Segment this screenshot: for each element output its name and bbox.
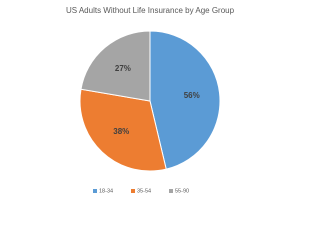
pie-slice <box>79 88 167 172</box>
legend-swatch <box>93 189 97 193</box>
pie-slice <box>80 30 151 102</box>
legend-label: 18-34 <box>99 188 113 194</box>
legend-swatch <box>169 189 173 193</box>
legend-label: 35-54 <box>137 188 151 194</box>
data-label: 56% <box>184 91 200 100</box>
chart: US Adults Without Life Insurance by Age … <box>65 6 235 195</box>
legend-swatch <box>131 189 135 193</box>
legend-label: 55-90 <box>175 188 189 194</box>
pie-slice <box>149 30 221 170</box>
data-label: 38% <box>113 127 129 136</box>
chart-title: US Adults Without Life Insurance by Age … <box>66 6 235 15</box>
data-label: 27% <box>115 64 131 73</box>
